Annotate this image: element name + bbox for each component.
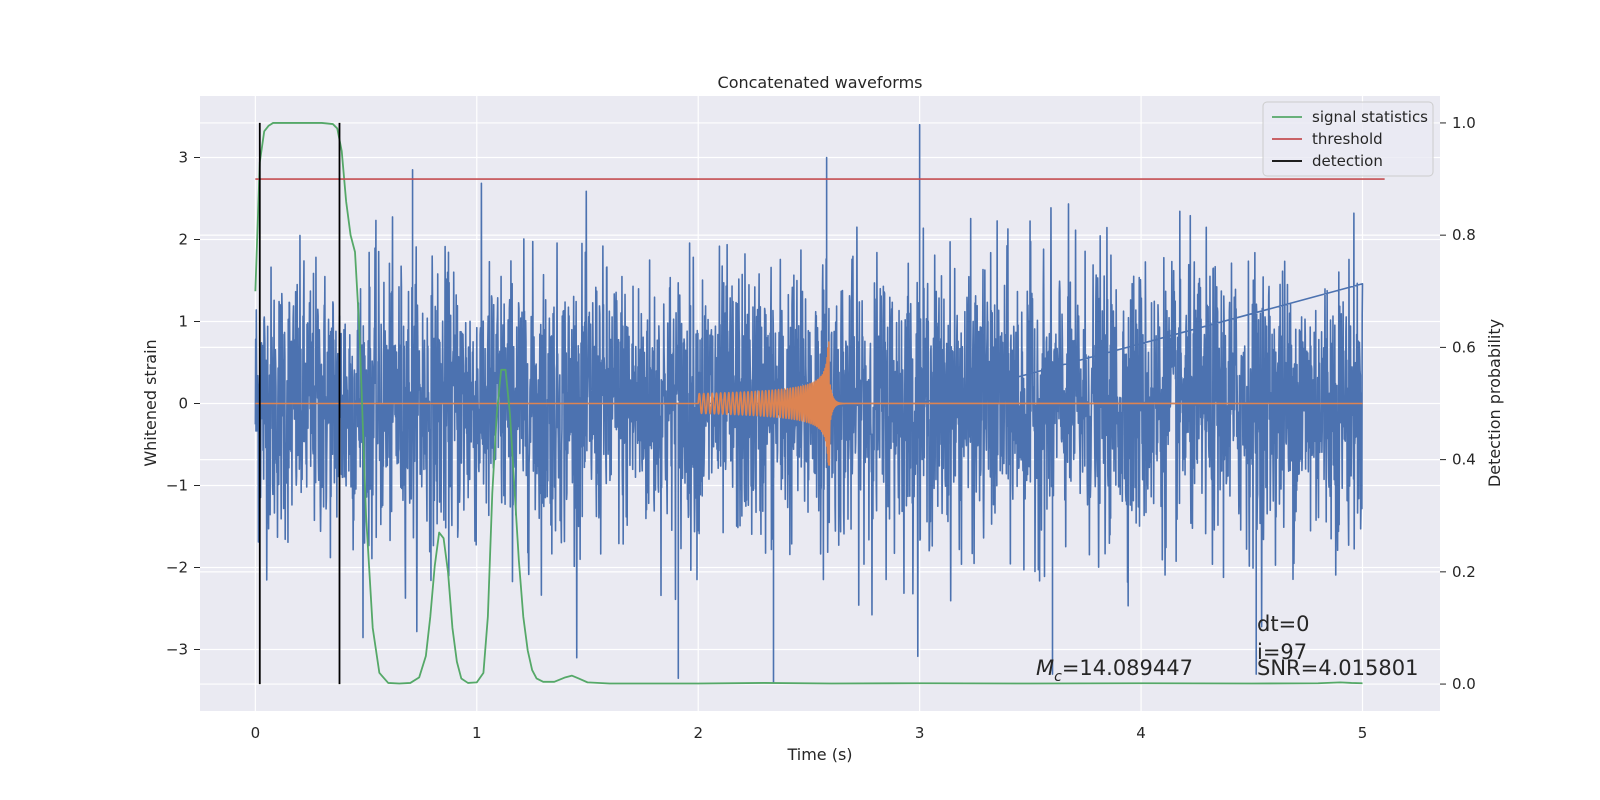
y-right-tick-label: 0.4 xyxy=(1452,451,1476,469)
chart-title: Concatenated waveforms xyxy=(718,73,923,92)
legend: signal statistics threshold detection xyxy=(1262,101,1434,177)
y-axis-right-ticks: 1.0 0.8 0.6 0.4 0.2 0.0 xyxy=(1440,114,1476,693)
y-right-tick-label: 0.2 xyxy=(1452,563,1476,581)
y-left-tick-label: 0 xyxy=(178,395,188,413)
y-axis-left-ticks: 3 2 1 0 −1 −2 −3 xyxy=(166,149,200,659)
legend-label-signal-statistics: signal statistics xyxy=(1312,108,1428,126)
chirp-mass-annotation: Mc=14.089447 xyxy=(1036,656,1193,685)
strain-series-line xyxy=(254,123,1364,684)
dt-annotation: dt=0 xyxy=(1257,612,1310,636)
x-axis-ticks: 0 1 2 3 4 5 xyxy=(251,724,1368,742)
y-right-tick-label: 0.0 xyxy=(1452,675,1476,693)
index-annotation: i=97 xyxy=(1257,640,1307,664)
y-axis-right-label: Detection probability xyxy=(1485,319,1504,487)
y-right-tick-label: 0.8 xyxy=(1452,226,1476,244)
template-series-line xyxy=(255,341,1363,466)
y-left-tick-label: −3 xyxy=(166,641,188,659)
x-tick-label: 4 xyxy=(1136,724,1146,742)
x-tick-label: 3 xyxy=(915,724,925,742)
y-left-tick-label: 3 xyxy=(178,149,188,167)
y-left-tick-label: 1 xyxy=(178,313,188,331)
annotations: Mc=14.089447 dt=0 i=97 SNR=4.015801 xyxy=(1036,612,1418,685)
x-axis-label: Time (s) xyxy=(786,745,852,764)
x-tick-label: 0 xyxy=(251,724,261,742)
y-left-tick-label: 2 xyxy=(178,231,188,249)
x-tick-label: 2 xyxy=(693,724,703,742)
x-tick-label: 5 xyxy=(1358,724,1368,742)
y-right-tick-label: 0.6 xyxy=(1452,338,1476,356)
y-right-tick-label: 1.0 xyxy=(1452,114,1476,132)
legend-label-threshold: threshold xyxy=(1312,130,1383,148)
snr-annotation: SNR=4.015801 xyxy=(1257,656,1418,680)
legend-box xyxy=(1262,101,1434,177)
detection-lines xyxy=(258,122,341,685)
x-tick-label: 1 xyxy=(472,724,482,742)
y-left-tick-label: −1 xyxy=(166,477,188,495)
y-left-tick-label: −2 xyxy=(166,559,188,577)
y-axis-left-label: Whitened strain xyxy=(141,339,160,466)
signal-statistics-line xyxy=(254,122,1363,685)
legend-label-detection: detection xyxy=(1312,152,1383,170)
